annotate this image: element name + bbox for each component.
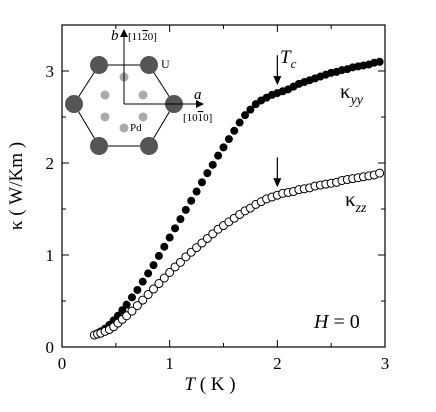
pd-atom bbox=[100, 112, 110, 122]
u-atom bbox=[90, 137, 108, 155]
inset-pd-label: Pd bbox=[130, 122, 142, 134]
kappa-yy-point bbox=[375, 57, 384, 66]
kappa-yy-point bbox=[219, 143, 228, 152]
kappa-yy-point bbox=[133, 285, 142, 294]
kappa-zz-point bbox=[154, 279, 164, 289]
kappa-yy-point bbox=[214, 151, 223, 160]
inset-a-arrowhead bbox=[196, 100, 204, 108]
kappa-yy-point bbox=[208, 160, 217, 169]
kappa-zz-point bbox=[375, 168, 385, 178]
kappa-zz-point bbox=[138, 295, 148, 305]
legend-kappa-zz: κzz bbox=[345, 187, 367, 216]
kappa-yy-point bbox=[149, 261, 158, 270]
kappa-yy-point bbox=[154, 251, 163, 260]
kappa-yy-point bbox=[171, 224, 180, 233]
inset-b-label: b bbox=[111, 28, 119, 44]
y-tick-label: 3 bbox=[46, 62, 55, 81]
kappa-yy-point bbox=[165, 233, 174, 242]
u-atom bbox=[65, 95, 83, 113]
kappa-zz-point bbox=[143, 290, 153, 300]
y-axis-ticks: 0 1 2 3 bbox=[46, 62, 385, 357]
kappa-yy-point bbox=[246, 105, 255, 114]
tc-arrow-head bbox=[273, 178, 282, 188]
inset-b-arrowhead bbox=[120, 29, 128, 37]
kappa-zz-point bbox=[149, 284, 159, 294]
inset-a-label: a bbox=[194, 87, 202, 103]
legend-kappa-yy: κyy bbox=[340, 79, 364, 108]
y-axis-label: κ ( W/Km ) bbox=[6, 142, 27, 230]
u-atom bbox=[90, 56, 108, 74]
tc-arrow-head bbox=[273, 76, 282, 86]
kappa-zz-point bbox=[127, 306, 137, 316]
kappa-yy-point bbox=[187, 196, 196, 205]
pd-atom bbox=[119, 123, 129, 133]
kappa-zz-point bbox=[159, 273, 169, 283]
inset-b-direction: [1120] bbox=[128, 31, 157, 43]
kappa-yy-point bbox=[230, 126, 239, 135]
kappa-yy-point bbox=[181, 205, 190, 214]
kappa-yy-point bbox=[203, 169, 212, 178]
x-tick-label: 3 bbox=[381, 354, 390, 373]
x-tick-label: 2 bbox=[273, 354, 282, 373]
kappa-yy-point bbox=[241, 111, 250, 120]
kappa-zz-point bbox=[132, 301, 142, 311]
kappa-zz-point bbox=[175, 257, 185, 267]
y-tick-label: 0 bbox=[46, 338, 55, 357]
kappa-zz-point bbox=[165, 267, 175, 277]
y-tick-label: 2 bbox=[46, 154, 55, 173]
kappa-yy-point bbox=[160, 242, 169, 251]
inset-lattice: b [1120] a [1010] U Pd bbox=[65, 28, 212, 155]
kappa-yy-point bbox=[122, 300, 131, 309]
kappa-yy-point bbox=[192, 187, 201, 196]
x-axis-label: T ( K ) bbox=[184, 374, 235, 395]
inset-a-direction: [1010] bbox=[183, 112, 212, 124]
x-tick-label: 1 bbox=[165, 354, 174, 373]
kappa-yy-point bbox=[176, 215, 185, 224]
kappa-yy-point bbox=[127, 293, 136, 302]
y-tick-label: 1 bbox=[46, 246, 55, 265]
u-atom bbox=[140, 56, 158, 74]
pd-atom bbox=[100, 90, 110, 100]
series-kappa-zz bbox=[89, 168, 385, 340]
tc-label: Tc bbox=[280, 47, 297, 71]
inset-u-label: U bbox=[161, 57, 170, 71]
kappa-yy-point bbox=[197, 178, 206, 187]
u-atom bbox=[140, 137, 158, 155]
pd-atom bbox=[138, 112, 148, 122]
x-tick-label: 0 bbox=[58, 354, 67, 373]
kappa-yy-point bbox=[138, 277, 147, 286]
kappa-yy-point bbox=[235, 118, 244, 127]
kappa-yy-point bbox=[144, 269, 153, 278]
tc-arrows bbox=[273, 55, 282, 188]
x-axis-ticks: 0 1 2 3 bbox=[58, 25, 390, 373]
kappa-yy-point bbox=[224, 135, 233, 144]
pd-atom bbox=[138, 90, 148, 100]
field-annotation: H = 0 bbox=[313, 311, 360, 333]
